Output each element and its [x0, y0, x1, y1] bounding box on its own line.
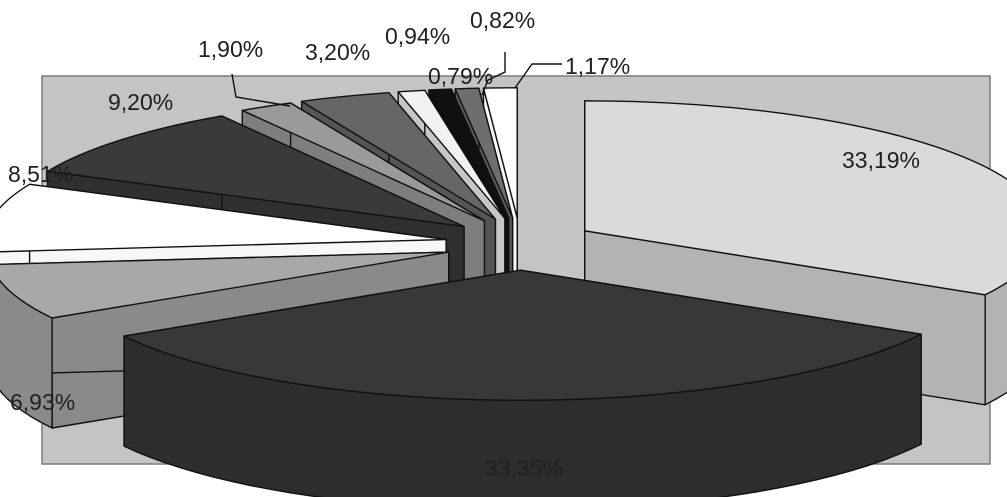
leader-line-5	[231, 73, 291, 107]
data-label-0: 33,19%	[842, 147, 920, 173]
data-label-6: 3,20%	[305, 39, 370, 65]
pie-slice-3	[0, 183, 447, 253]
pie-slice-1	[123, 269, 922, 401]
slice-depth-1	[123, 269, 922, 497]
data-label-9: 0,82%	[470, 7, 535, 33]
data-label-7: 0,94%	[385, 23, 450, 49]
leader-lines	[231, 52, 562, 107]
data-label-4: 9,20%	[108, 89, 173, 115]
data-label-2: 6,93%	[10, 389, 75, 415]
pie-slice-2	[0, 251, 450, 319]
pie-slice-10	[482, 87, 518, 219]
data-label-10: 1,17%	[565, 53, 630, 79]
data-label-8: 0,79%	[428, 63, 493, 89]
leader-line-8	[481, 52, 506, 96]
leader-line-10	[514, 63, 562, 89]
data-labels: 33,19% 33,35% 6,93% 8,51% 9,20% 1,90% 3,20% 0,9…	[8, 7, 920, 481]
data-label-5: 1,90%	[198, 36, 263, 62]
slice-depth-layer	[0, 87, 1007, 497]
data-label-3: 8,51%	[8, 161, 73, 187]
pie-slice-9	[454, 87, 514, 219]
pie-slice-7	[397, 89, 506, 219]
pie-slice-0	[584, 100, 1007, 296]
pie-slice-4	[46, 115, 465, 228]
pie-slice-5	[241, 102, 486, 222]
pie-slice-6	[300, 92, 497, 220]
data-label-1: 33,35%	[485, 455, 563, 481]
pie-slice-8	[428, 88, 510, 219]
